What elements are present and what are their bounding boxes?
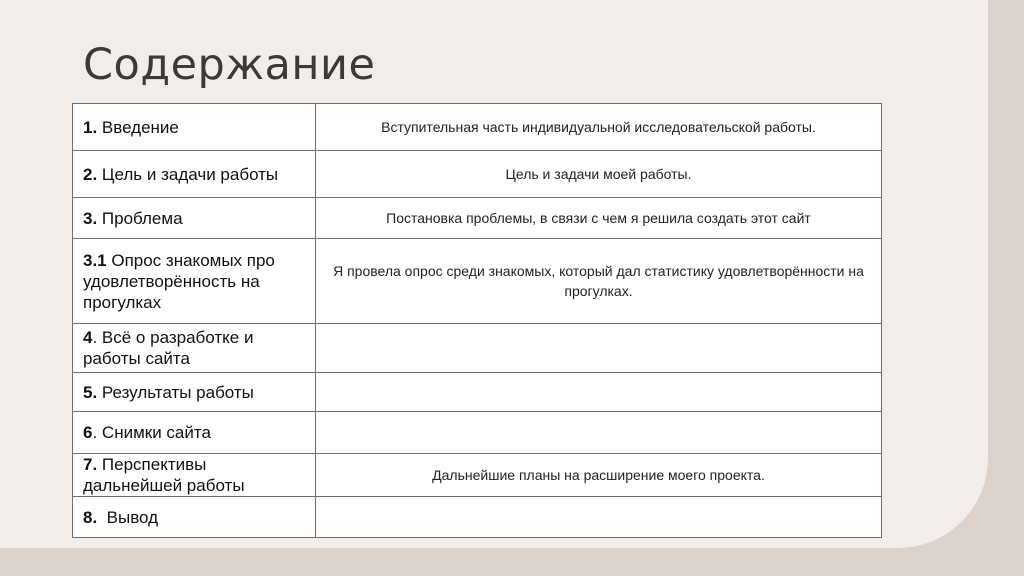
section-cell: 3. Проблема bbox=[72, 197, 316, 239]
section-cell: 4. Всё о разработке и работы сайта bbox=[72, 323, 316, 373]
description-cell bbox=[315, 496, 882, 538]
table-row: 2. Цель и задачи работы Цель и задачи мое… bbox=[72, 150, 882, 198]
table-row: 6. Снимки сайта bbox=[72, 411, 882, 454]
table-row: 5. Результаты работы bbox=[72, 372, 882, 412]
section-cell: 3.1 Опрос знакомых про удовлетворённость… bbox=[72, 238, 316, 324]
section-number: 3. bbox=[83, 208, 98, 228]
section-label: Проблема bbox=[97, 208, 183, 228]
section-number: 3.1 bbox=[83, 250, 107, 270]
section-label: . Всё о разработке и работы сайта bbox=[83, 328, 259, 368]
section-label: Цель и задачи работы bbox=[97, 164, 279, 184]
section-cell: 6. Снимки сайта bbox=[72, 411, 316, 454]
section-number: 1. bbox=[83, 117, 98, 137]
table-row: 3.1 Опрос знакомых про удовлетворённость… bbox=[72, 238, 882, 324]
section-number: 6 bbox=[83, 423, 93, 442]
description-cell: Дальнейшие планы на расширение моего про… bbox=[315, 453, 882, 497]
table-row: 7. Перспективы дальнейшей работы Дальнейш… bbox=[72, 453, 882, 497]
table-row: 8. Вывод bbox=[72, 496, 882, 538]
section-label: Перспективы дальнейшей работы bbox=[83, 455, 245, 495]
table-row: 3. Проблема Постановка проблемы, в связи … bbox=[72, 197, 882, 239]
description-cell bbox=[315, 372, 882, 412]
section-cell: 8. Вывод bbox=[72, 496, 316, 538]
section-cell: 2. Цель и задачи работы bbox=[72, 150, 316, 198]
table-row: 1. Введение Вступительная часть индивидуа… bbox=[72, 103, 882, 151]
section-number: 7. bbox=[83, 455, 98, 474]
section-number: 4 bbox=[83, 328, 93, 347]
description-cell: Я провела опрос среди знакомых, который … bbox=[315, 238, 882, 324]
section-label: Вывод bbox=[97, 507, 159, 527]
description-cell bbox=[315, 323, 882, 373]
description-cell: Вступительная часть индивидуальной иссле… bbox=[315, 103, 882, 151]
section-label: Результаты работы bbox=[97, 382, 254, 402]
section-number: 8. bbox=[83, 507, 98, 527]
contents-table: 1. Введение Вступительная часть индивидуа… bbox=[72, 103, 882, 538]
section-cell: 1. Введение bbox=[72, 103, 316, 151]
slide-title: Содержание bbox=[83, 40, 376, 90]
description-cell bbox=[315, 411, 882, 454]
section-cell: 7. Перспективы дальнейшей работы bbox=[72, 453, 316, 497]
section-label: . Снимки сайта bbox=[92, 423, 211, 442]
description-cell: Постановка проблемы, в связи с чем я реш… bbox=[315, 197, 882, 239]
description-cell: Цель и задачи моей работы. bbox=[315, 150, 882, 198]
section-number: 2. bbox=[83, 164, 98, 184]
section-label: Опрос знакомых про удовлетворённость на … bbox=[83, 250, 280, 312]
section-label: Введение bbox=[97, 117, 179, 137]
section-number: 5. bbox=[83, 382, 98, 402]
section-cell: 5. Результаты работы bbox=[72, 372, 316, 412]
table-row: 4. Всё о разработке и работы сайта bbox=[72, 323, 882, 373]
